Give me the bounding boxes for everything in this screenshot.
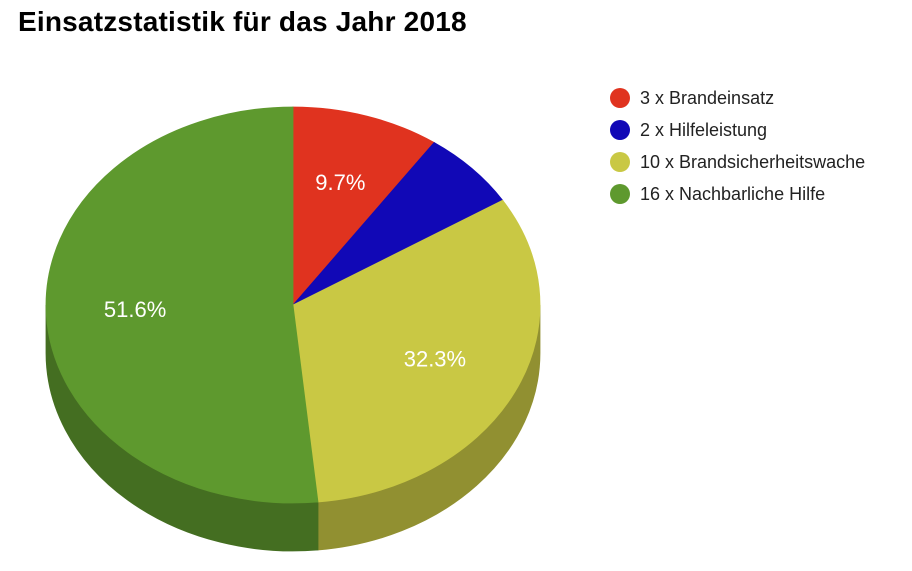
legend-marker-icon [610, 120, 630, 140]
pie-top [45, 106, 541, 504]
legend-label: 10 x Brandsicherheitswache [640, 151, 866, 172]
pie-slice[interactable] [292, 199, 541, 503]
legend-item[interactable]: 16 x Nachbarliche Hilfe [610, 178, 865, 210]
legend-marker-icon [610, 184, 630, 204]
legend-label: 2 x Hilfeleistung [640, 119, 768, 140]
legend-item[interactable]: 10 x Brandsicherheitswache [610, 146, 865, 178]
legend: 3 x Brandeinsatz 2 x Hilfeleistung 10 x … [610, 82, 865, 210]
legend-item[interactable]: 2 x Hilfeleistung [610, 114, 865, 146]
pie-slice-label: 9.7% [315, 170, 365, 195]
legend-marker-icon [610, 152, 630, 172]
pie-labels: 9.7% 32.3% 51.6% [104, 170, 466, 372]
pie-slice-label: 51.6% [104, 297, 166, 322]
chart-title: Einsatzstatistik für das Jahr 2018 [18, 6, 467, 37]
pie-slice[interactable] [45, 106, 319, 504]
legend-marker-icon [610, 88, 630, 108]
pie-slice-label: 32.3% [404, 347, 466, 372]
legend-label: 16 x Nachbarliche Hilfe [640, 183, 826, 204]
pie-slice[interactable] [292, 106, 435, 307]
legend-label: 3 x Brandeinsatz [640, 87, 775, 108]
legend-item[interactable]: 3 x Brandeinsatz [610, 82, 865, 114]
